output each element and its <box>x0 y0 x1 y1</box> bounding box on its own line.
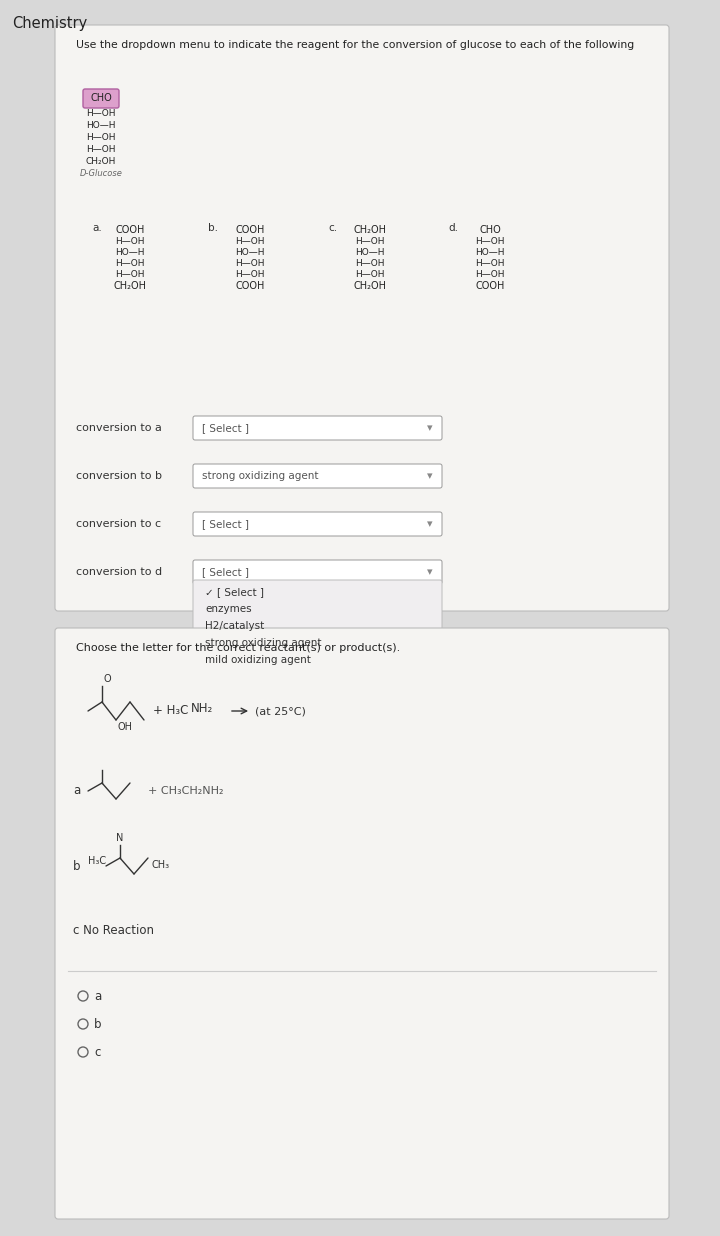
Text: H—OH: H—OH <box>235 260 265 268</box>
Text: H—OH: H—OH <box>86 145 116 153</box>
Text: b: b <box>94 1017 102 1031</box>
Text: [ Select ]: [ Select ] <box>202 567 249 577</box>
Text: + H₃C: + H₃C <box>153 705 189 718</box>
Text: a: a <box>94 990 102 1002</box>
Text: [ Select ]: [ Select ] <box>202 423 249 433</box>
Text: mild oxidizing agent: mild oxidizing agent <box>205 655 311 665</box>
Text: CH₂OH: CH₂OH <box>86 157 116 166</box>
Text: [ Select ]: [ Select ] <box>202 519 249 529</box>
Text: COOH: COOH <box>235 281 265 290</box>
Text: H2/catalyst: H2/catalyst <box>205 620 264 632</box>
Text: H—OH: H—OH <box>475 269 505 279</box>
Text: H—OH: H—OH <box>475 260 505 268</box>
Text: N: N <box>117 833 124 843</box>
Text: HO—H: HO—H <box>355 248 384 257</box>
Text: b.: b. <box>208 222 218 234</box>
FancyBboxPatch shape <box>193 464 442 488</box>
Text: H—OH: H—OH <box>355 237 384 246</box>
Text: HO—H: HO—H <box>475 248 505 257</box>
Text: H—OH: H—OH <box>235 269 265 279</box>
Text: enzymes: enzymes <box>205 604 251 614</box>
Text: NH₂: NH₂ <box>191 702 213 714</box>
Text: b: b <box>73 859 81 873</box>
FancyBboxPatch shape <box>55 628 669 1219</box>
Text: a: a <box>73 785 80 797</box>
Text: conversion to b: conversion to b <box>76 471 162 481</box>
Text: ▾: ▾ <box>427 423 433 433</box>
Text: CHO: CHO <box>90 93 112 103</box>
Text: H—OH: H—OH <box>475 237 505 246</box>
Text: H—OH: H—OH <box>86 109 116 117</box>
Text: c.: c. <box>328 222 337 234</box>
Text: c No Reaction: c No Reaction <box>73 925 154 937</box>
Text: CH₂OH: CH₂OH <box>114 281 146 290</box>
Text: HO—H: HO—H <box>235 248 265 257</box>
Text: ▾: ▾ <box>427 519 433 529</box>
Text: conversion to c: conversion to c <box>76 519 161 529</box>
Text: H—OH: H—OH <box>115 237 145 246</box>
Text: Use the dropdown menu to indicate the reagent for the conversion of glucose to e: Use the dropdown menu to indicate the re… <box>76 40 634 49</box>
Text: D-Glucose: D-Glucose <box>80 168 122 178</box>
Text: CHO: CHO <box>479 225 501 235</box>
Text: CH₃: CH₃ <box>151 860 169 870</box>
Text: H₃C: H₃C <box>88 857 106 866</box>
Text: a.: a. <box>92 222 102 234</box>
Text: strong oxidizing agent: strong oxidizing agent <box>202 471 318 481</box>
Text: ✓ [ Select ]: ✓ [ Select ] <box>205 587 264 597</box>
Text: CH₂OH: CH₂OH <box>354 281 387 290</box>
Text: COOH: COOH <box>115 225 145 235</box>
Text: H—OH: H—OH <box>115 260 145 268</box>
FancyBboxPatch shape <box>55 25 669 611</box>
Text: COOH: COOH <box>235 225 265 235</box>
Text: ▾: ▾ <box>427 471 433 481</box>
FancyBboxPatch shape <box>193 560 442 583</box>
Text: Chemistry: Chemistry <box>12 16 87 31</box>
Text: HO—H: HO—H <box>86 120 116 130</box>
Text: + CH₃CH₂NH₂: + CH₃CH₂NH₂ <box>148 786 223 796</box>
Text: conversion to a: conversion to a <box>76 423 162 433</box>
Text: ▾: ▾ <box>427 567 433 577</box>
FancyBboxPatch shape <box>193 512 442 536</box>
Text: strong oxidizing agent: strong oxidizing agent <box>205 638 322 648</box>
Text: O: O <box>103 674 111 684</box>
Text: H—OH: H—OH <box>355 260 384 268</box>
Text: H—OH: H—OH <box>86 132 116 141</box>
Text: H—OH: H—OH <box>235 237 265 246</box>
Text: c: c <box>94 1046 100 1058</box>
Text: OH: OH <box>117 722 132 732</box>
FancyBboxPatch shape <box>193 417 442 440</box>
Text: d.: d. <box>448 222 458 234</box>
Text: COOH: COOH <box>475 281 505 290</box>
Text: H—OH: H—OH <box>115 269 145 279</box>
Text: Choose the letter for the correct reactant(s) or product(s).: Choose the letter for the correct reacta… <box>76 643 400 653</box>
Text: H—OH: H—OH <box>355 269 384 279</box>
Text: (at 25°C): (at 25°C) <box>255 706 306 716</box>
Text: HO—H: HO—H <box>115 248 145 257</box>
FancyBboxPatch shape <box>193 580 442 672</box>
FancyBboxPatch shape <box>83 89 119 108</box>
Text: CH₂OH: CH₂OH <box>354 225 387 235</box>
Text: conversion to d: conversion to d <box>76 567 162 577</box>
